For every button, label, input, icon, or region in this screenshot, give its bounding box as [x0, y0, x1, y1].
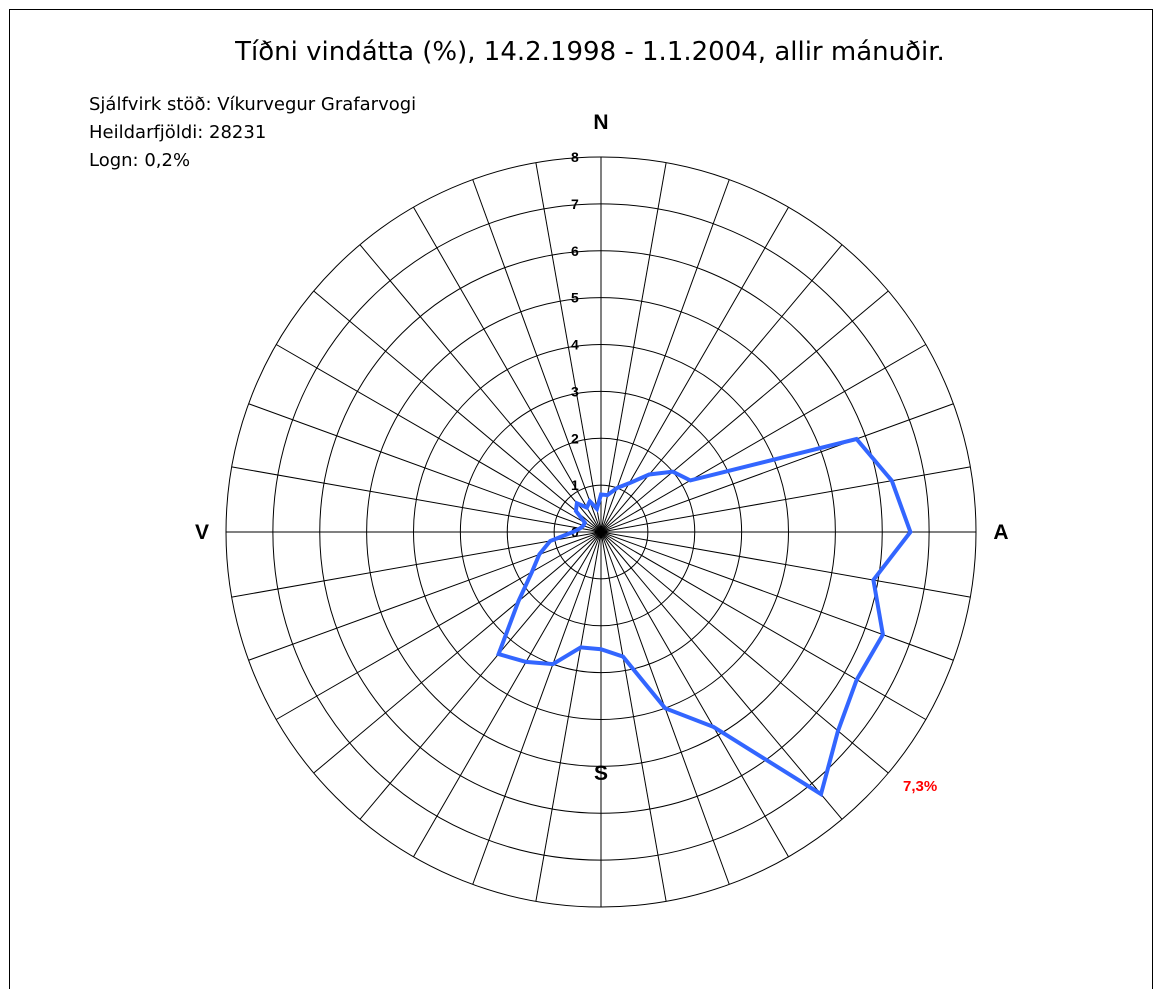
- grid-spoke-310: [313, 290, 602, 533]
- grid-spoke-280: [231, 466, 602, 533]
- grid-spoke-190: [535, 531, 602, 902]
- chart-frame: [9, 9, 1153, 989]
- compass-east-label: A: [993, 521, 1008, 544]
- grid-spoke-150: [600, 531, 789, 858]
- calm-info: Logn: 0,2%: [89, 150, 190, 171]
- chart-title: Tíðni vindátta (%), 14.2.1998 - 1.1.2004…: [234, 37, 945, 67]
- radial-tick-6: 6: [571, 243, 579, 259]
- grid-spoke-210: [413, 531, 602, 858]
- compass-north-label: N: [593, 111, 608, 134]
- grid-spoke-170: [600, 531, 667, 902]
- radial-tick-5: 5: [571, 290, 579, 306]
- grid-spoke-140: [600, 531, 843, 820]
- grid-spoke-50: [600, 290, 889, 533]
- grid-spoke-60: [600, 344, 927, 533]
- grid-spoke-30: [600, 206, 789, 533]
- grid-spoke-120: [600, 531, 927, 720]
- series-layer: [495, 436, 913, 798]
- grid-spoke-340: [472, 179, 602, 533]
- grid-spoke-240: [275, 531, 602, 720]
- grid-spoke-260: [231, 531, 602, 598]
- grid-spoke-320: [359, 244, 602, 533]
- radial-tick-4: 4: [571, 337, 579, 353]
- grid-spoke-110: [600, 531, 954, 661]
- grid-spoke-230: [313, 531, 602, 774]
- grid-spoke-350: [535, 162, 602, 533]
- grid-spoke-100: [600, 531, 971, 598]
- grid-spoke-10: [600, 162, 667, 533]
- grid-spoke-220: [359, 531, 602, 820]
- radial-tick-7: 7: [571, 196, 579, 212]
- compass-west-label: V: [195, 521, 209, 544]
- radial-tick-2: 2: [571, 430, 579, 446]
- grid-spoke-300: [275, 344, 602, 533]
- radial-tick-1: 1: [571, 477, 579, 493]
- grid-spoke-40: [600, 244, 843, 533]
- compass-south-label: S: [594, 762, 608, 785]
- grid-spoke-200: [472, 531, 602, 885]
- station-info: Sjálfvirk stöð: Víkurvegur Grafarvogi: [89, 94, 416, 115]
- series-line-0: [495, 436, 913, 798]
- radial-tick-8: 8: [571, 149, 579, 165]
- grid-spoke-20: [600, 179, 730, 533]
- grid-spoke-290: [248, 403, 602, 533]
- grid-spoke-330: [413, 206, 602, 533]
- grid-spoke-250: [248, 531, 602, 661]
- grid-spoke-70: [600, 403, 954, 533]
- total-count-info: Heildarfjöldi: 28231: [89, 122, 266, 143]
- polar-grid: [225, 156, 977, 908]
- grid-spoke-130: [600, 531, 889, 774]
- max-value-label: 7,3%: [903, 778, 937, 795]
- grid-spoke-80: [600, 466, 971, 533]
- radial-tick-3: 3: [571, 383, 579, 399]
